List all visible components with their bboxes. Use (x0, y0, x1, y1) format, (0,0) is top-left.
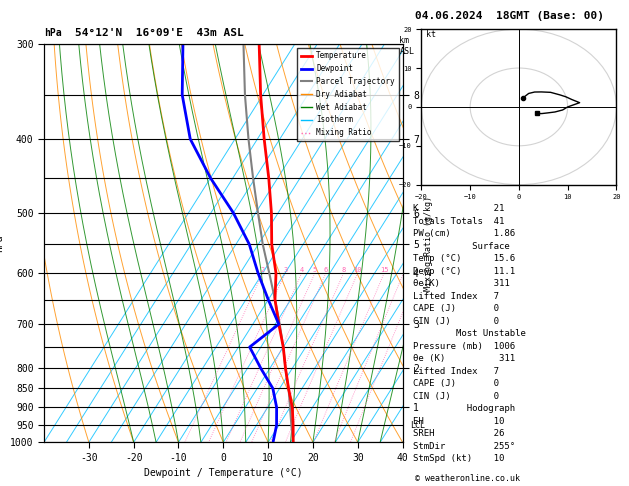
Text: 10: 10 (353, 267, 362, 273)
Text: 04.06.2024  18GMT (Base: 00): 04.06.2024 18GMT (Base: 00) (415, 12, 604, 21)
Y-axis label: hPa: hPa (0, 234, 4, 252)
Y-axis label: Mixing Ratio (g/kg): Mixing Ratio (g/kg) (425, 195, 433, 291)
Text: 2: 2 (260, 267, 265, 273)
Text: K              21
Totals Totals  41
PW (cm)        1.86
           Surface      : K 21 Totals Totals 41 PW (cm) 1.86 Surfa… (413, 205, 574, 464)
Text: © weatheronline.co.uk: © weatheronline.co.uk (415, 474, 520, 483)
Text: hPa: hPa (44, 29, 62, 38)
Text: 4: 4 (299, 267, 304, 273)
Text: LCL: LCL (409, 421, 425, 430)
Text: 6: 6 (324, 267, 328, 273)
Text: km
ASL: km ASL (399, 36, 415, 56)
Text: 54°12'N  16°09'E  43m ASL: 54°12'N 16°09'E 43m ASL (75, 29, 244, 38)
X-axis label: Dewpoint / Temperature (°C): Dewpoint / Temperature (°C) (144, 468, 303, 478)
Text: kt: kt (426, 30, 437, 39)
Text: 8: 8 (342, 267, 346, 273)
Text: 5: 5 (313, 267, 317, 273)
Text: 3: 3 (283, 267, 287, 273)
Legend: Temperature, Dewpoint, Parcel Trajectory, Dry Adiabat, Wet Adiabat, Isotherm, Mi: Temperature, Dewpoint, Parcel Trajectory… (297, 48, 399, 141)
Text: 15: 15 (380, 267, 388, 273)
